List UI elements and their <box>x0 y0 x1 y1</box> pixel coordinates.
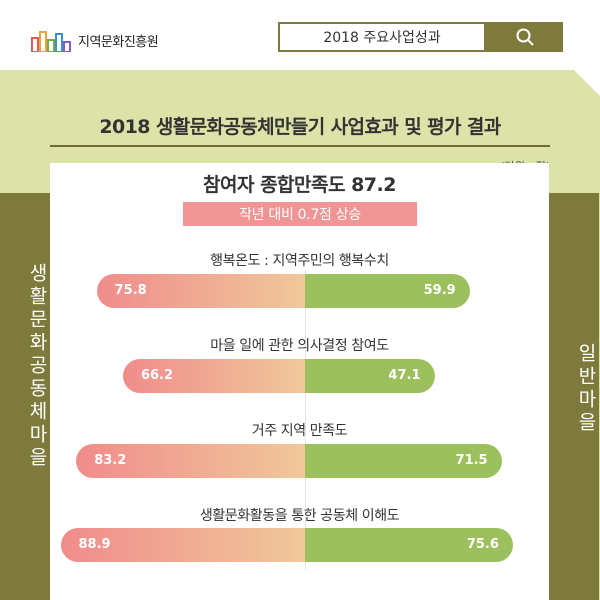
bar-general <box>304 444 502 478</box>
bar-community <box>60 528 305 562</box>
value-label-community: 75.8 <box>114 283 147 298</box>
search-bar: 2018 주요사업성과 <box>278 22 563 52</box>
logo-text: 지역문화진흥원 <box>78 34 159 50</box>
bar-row: 88.9 75.6 <box>60 528 513 562</box>
search-icon <box>516 28 534 46</box>
bar-row: 83.2 71.5 <box>76 444 502 478</box>
series-label-left: 생활문화공동체마을 <box>26 263 48 470</box>
category-label: 마을 일에 관한 의사결정 참여도 <box>210 338 389 354</box>
center-divider <box>305 270 306 570</box>
category-label: 행복온도 : 지역주민의 행복수치 <box>210 253 389 269</box>
side-label-right-panel: 일반마을 <box>549 193 599 600</box>
bar-community <box>96 274 305 308</box>
logo-icon <box>31 31 71 52</box>
value-label-general: 75.6 <box>466 537 499 552</box>
value-label-general: 71.5 <box>455 453 488 468</box>
summary-score: 참여자 종합만족도 87.2 <box>203 174 396 196</box>
value-label-community: 66.2 <box>140 368 174 383</box>
logo[interactable]: 지역문화진흥원 <box>30 28 159 52</box>
series-label-right: 일반마을 <box>575 343 597 435</box>
side-label-left-panel: 생활문화공동체마을 <box>0 193 50 600</box>
bar-community <box>76 444 305 478</box>
header: 지역문화진흥원 2018 주요사업성과 <box>0 0 600 70</box>
value-label-general: 59.9 <box>423 283 456 298</box>
bar-general <box>304 274 470 308</box>
chart-title: 2018 생활문화공동체만들기 사업효과 및 평가 결과 <box>50 112 550 147</box>
category-label: 거주 지역 만족도 <box>251 423 348 439</box>
bar-row: 75.8 59.9 <box>96 274 470 308</box>
bar-community <box>122 359 305 393</box>
panel-notch <box>574 70 600 96</box>
search-button[interactable] <box>486 22 563 52</box>
value-label-general: 47.1 <box>388 368 421 383</box>
bar-general <box>304 359 435 393</box>
search-input[interactable]: 2018 주요사업성과 <box>278 22 486 52</box>
bar-general <box>304 528 513 562</box>
value-label-community: 88.9 <box>78 537 111 552</box>
value-label-community: 83.2 <box>94 453 127 468</box>
bar-row: 66.2 47.1 <box>122 359 435 393</box>
category-label: 생활문화활동을 통한 공동체 이해도 <box>199 508 400 524</box>
rise-badge: 작년 대비 0.7점 상승 <box>183 202 417 226</box>
